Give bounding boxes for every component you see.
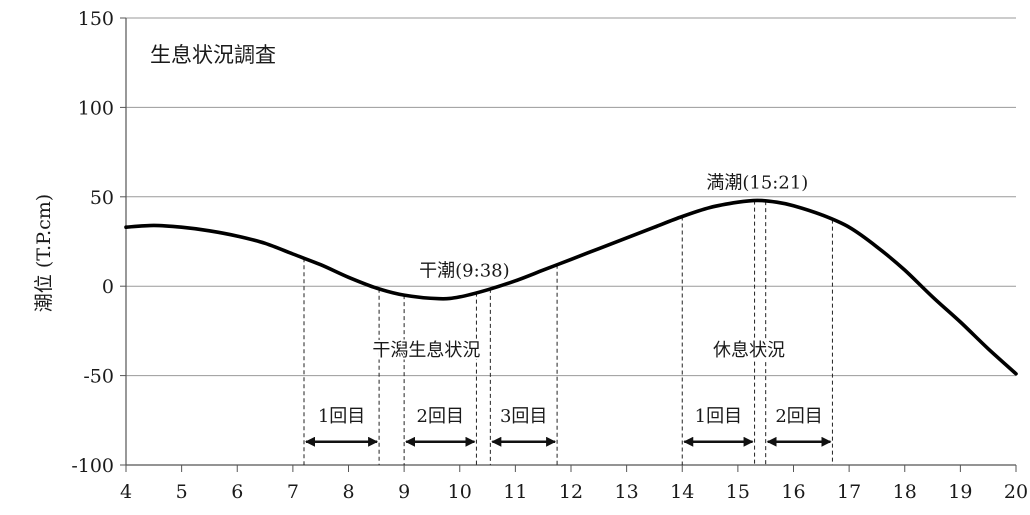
x-tick-label: 19 [948,481,972,503]
y-tick-label: -50 [83,366,114,388]
x-tick-label: 6 [231,481,243,503]
x-tick-label: 10 [448,481,472,503]
interval-label: 3回目 [500,406,547,427]
y-tick-label: 150 [78,8,114,30]
y-tick-label: 50 [90,187,114,209]
x-tick-label: 5 [176,481,188,503]
interval-label: 1回目 [695,406,742,427]
x-tick-label: 14 [670,481,694,503]
chart-title: 生息状況調査 [150,43,276,67]
interval-label: 1回目 [318,406,365,427]
x-tick-label: 9 [398,481,410,503]
survey-group-label: 干潟生息状況 [372,340,480,361]
interval-label: 2回目 [775,406,822,427]
survey-time-markers [303,200,833,465]
y-tick-label: -100 [71,455,114,477]
y-axis-label: 潮位 (T.P.cm) [33,194,55,312]
x-tick-label: 8 [342,481,354,503]
y-tick-label: 0 [102,276,114,298]
tide-series [124,198,1018,376]
chart-text: 生息状況調査 潮位 (T.P.cm) 干潟生息状況 休息状況 干潮(9:38) 満潮(… [33,43,808,363]
x-tick-label: 4 [120,481,132,503]
survey-group-label: 休息状況 [713,340,785,361]
x-tick-label: 7 [287,481,299,503]
interval-label: 2回目 [417,406,464,427]
x-tick-label: 11 [503,481,527,503]
high-tide-annotation: 満潮(15:21) [706,172,808,193]
x-tick-label: 16 [781,481,805,503]
tide-curve [124,198,1018,376]
survey-intervals: 1回目 2回目 3回目 1回目 2回目 [305,406,832,447]
y-tick-label: 100 [78,97,114,119]
x-tick-label: 15 [726,481,750,503]
x-tick-label: 12 [559,481,583,503]
x-tick-label: 13 [615,481,639,503]
low-tide-annotation: 干潮(9:38) [419,261,509,282]
gridlines [126,17,1016,377]
x-tick-label: 17 [837,481,861,503]
axes: 150 100 50 0 -50 -100 4 5 6 7 8 9 10 11 12 13 14 15 16 17 18… [71,8,1028,503]
x-tick-label: 18 [893,481,917,503]
x-tick-label: 20 [1004,481,1028,503]
